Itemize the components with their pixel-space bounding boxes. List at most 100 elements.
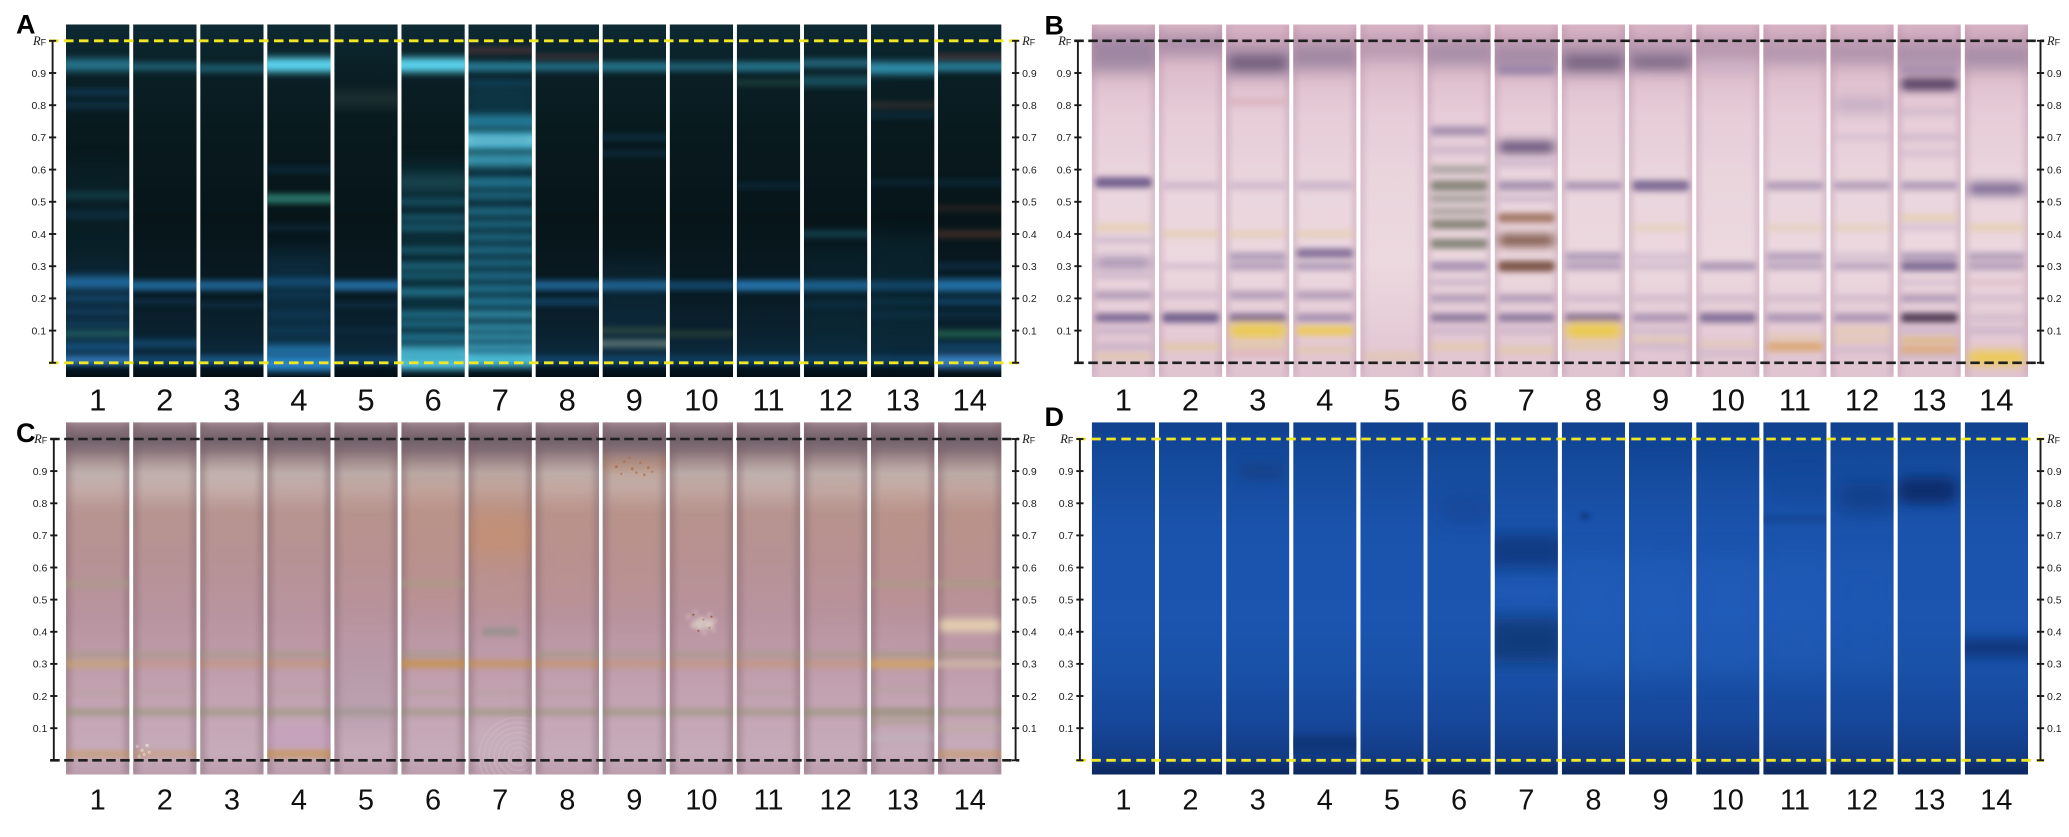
- svg-text:4: 4: [1316, 383, 1333, 418]
- svg-text:C: C: [16, 418, 36, 448]
- svg-text:0.8: 0.8: [1022, 100, 1037, 112]
- svg-text:7: 7: [1518, 383, 1535, 418]
- svg-text:RF: RF: [2046, 432, 2061, 446]
- svg-text:1: 1: [90, 785, 106, 817]
- svg-text:7: 7: [1518, 785, 1534, 817]
- svg-text:0.4: 0.4: [1059, 627, 1074, 639]
- svg-text:0.3: 0.3: [2047, 659, 2062, 671]
- svg-text:3: 3: [1249, 383, 1266, 418]
- svg-text:11: 11: [753, 785, 783, 817]
- svg-text:0.3: 0.3: [33, 659, 48, 671]
- svg-text:1: 1: [89, 383, 106, 418]
- svg-text:12: 12: [1846, 785, 1878, 817]
- svg-text:14: 14: [952, 383, 986, 418]
- svg-text:0.9: 0.9: [1022, 466, 1037, 478]
- svg-text:12: 12: [818, 383, 852, 418]
- svg-text:0.5: 0.5: [33, 594, 48, 606]
- svg-text:1: 1: [1115, 785, 1131, 817]
- svg-text:0.7: 0.7: [1057, 132, 1072, 144]
- svg-text:0.2: 0.2: [1022, 691, 1037, 703]
- svg-text:0.6: 0.6: [33, 562, 48, 574]
- svg-text:0.3: 0.3: [1022, 659, 1037, 671]
- svg-text:8: 8: [559, 785, 575, 817]
- svg-text:12: 12: [819, 785, 851, 817]
- svg-text:0.2: 0.2: [2047, 691, 2062, 703]
- svg-text:0.9: 0.9: [1022, 68, 1037, 80]
- svg-text:0.4: 0.4: [31, 229, 46, 241]
- svg-text:0.2: 0.2: [1022, 293, 1037, 305]
- svg-text:0.6: 0.6: [31, 164, 46, 176]
- svg-text:0.7: 0.7: [31, 132, 46, 144]
- svg-text:0.7: 0.7: [33, 530, 48, 542]
- svg-text:0.5: 0.5: [1022, 197, 1037, 209]
- svg-text:8: 8: [1585, 383, 1602, 418]
- svg-text:RF: RF: [32, 34, 47, 48]
- svg-text:0.1: 0.1: [33, 723, 48, 735]
- svg-text:2: 2: [156, 383, 173, 418]
- svg-text:0.5: 0.5: [1057, 197, 1072, 209]
- svg-text:0.1: 0.1: [31, 325, 46, 337]
- svg-text:0.4: 0.4: [1022, 627, 1037, 639]
- svg-text:RF: RF: [1021, 34, 1036, 48]
- svg-text:0.2: 0.2: [1059, 691, 1074, 703]
- svg-text:2: 2: [1182, 785, 1198, 817]
- svg-text:0.8: 0.8: [2047, 498, 2062, 510]
- svg-text:0.5: 0.5: [2047, 197, 2062, 209]
- svg-text:0.9: 0.9: [31, 68, 46, 80]
- svg-text:0.9: 0.9: [1057, 68, 1072, 80]
- svg-text:7: 7: [492, 785, 508, 817]
- svg-text:6: 6: [1451, 785, 1467, 817]
- svg-text:11: 11: [752, 383, 784, 418]
- svg-text:RF: RF: [33, 432, 48, 446]
- svg-text:9: 9: [626, 383, 643, 418]
- svg-text:0.1: 0.1: [1022, 325, 1037, 337]
- svg-text:0.6: 0.6: [2047, 562, 2062, 574]
- svg-text:10: 10: [1711, 383, 1745, 418]
- svg-text:3: 3: [1250, 785, 1266, 817]
- svg-text:0.5: 0.5: [1059, 594, 1074, 606]
- svg-text:0.5: 0.5: [1022, 594, 1037, 606]
- svg-text:1: 1: [1115, 383, 1132, 418]
- svg-text:0.3: 0.3: [1059, 659, 1074, 671]
- svg-text:0.4: 0.4: [33, 627, 48, 639]
- svg-text:0.9: 0.9: [33, 466, 48, 478]
- svg-text:0.6: 0.6: [1022, 562, 1037, 574]
- svg-text:0.8: 0.8: [2047, 100, 2062, 112]
- svg-text:9: 9: [626, 785, 642, 817]
- svg-text:RF: RF: [1059, 432, 1074, 446]
- svg-text:9: 9: [1652, 383, 1669, 418]
- svg-text:0.8: 0.8: [31, 100, 46, 112]
- svg-text:0.3: 0.3: [1057, 261, 1072, 273]
- svg-text:0.1: 0.1: [1022, 723, 1037, 735]
- svg-text:0.2: 0.2: [2047, 293, 2062, 305]
- svg-text:13: 13: [1912, 383, 1946, 418]
- svg-text:0.7: 0.7: [2047, 530, 2062, 542]
- svg-text:0.9: 0.9: [2047, 68, 2062, 80]
- svg-text:0.4: 0.4: [2047, 229, 2062, 241]
- svg-text:0.4: 0.4: [2047, 627, 2062, 639]
- svg-text:A: A: [16, 10, 36, 40]
- svg-text:8: 8: [1585, 785, 1601, 817]
- svg-text:RF: RF: [1057, 34, 1072, 48]
- svg-text:3: 3: [224, 785, 240, 817]
- svg-text:13: 13: [887, 785, 919, 817]
- svg-text:4: 4: [1317, 785, 1333, 817]
- svg-text:0.5: 0.5: [2047, 594, 2062, 606]
- svg-text:9: 9: [1653, 785, 1669, 817]
- svg-text:0.6: 0.6: [1059, 562, 1074, 574]
- svg-text:0.2: 0.2: [31, 293, 46, 305]
- svg-text:10: 10: [685, 785, 717, 817]
- svg-text:4: 4: [290, 383, 307, 418]
- svg-text:3: 3: [223, 383, 240, 418]
- svg-text:6: 6: [1450, 383, 1467, 418]
- svg-text:0.2: 0.2: [33, 691, 48, 703]
- svg-text:10: 10: [1712, 785, 1744, 817]
- svg-text:5: 5: [1384, 785, 1400, 817]
- svg-text:0.6: 0.6: [1022, 164, 1037, 176]
- svg-text:0.2: 0.2: [1057, 293, 1072, 305]
- svg-text:0.3: 0.3: [31, 261, 46, 273]
- svg-text:D: D: [1045, 402, 1065, 432]
- svg-text:6: 6: [425, 785, 441, 817]
- svg-text:13: 13: [885, 383, 919, 418]
- svg-text:0.6: 0.6: [2047, 164, 2062, 176]
